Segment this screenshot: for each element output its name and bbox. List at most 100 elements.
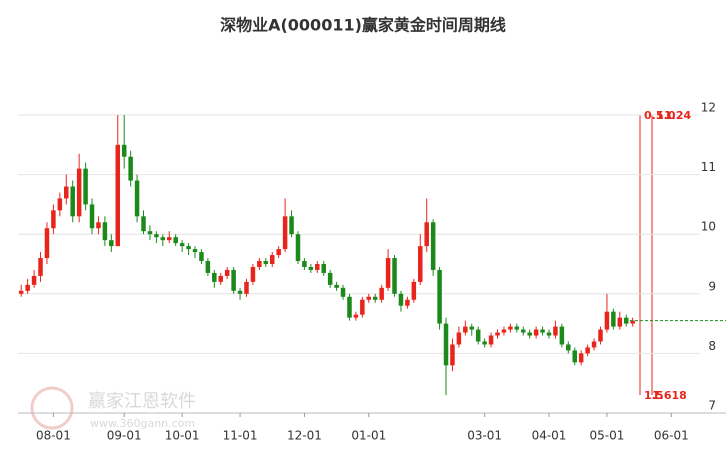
candle-body	[443, 323, 449, 366]
candle-body	[44, 228, 50, 259]
candle-body	[186, 246, 191, 250]
x-tick-label: 08-01	[36, 429, 71, 443]
watermark: 赢家江恩软件 www.360gann.com	[30, 386, 196, 430]
candle-body	[463, 326, 468, 333]
candle-body	[392, 258, 397, 294]
candle-body	[18, 290, 24, 294]
golden-label: 1.0	[656, 109, 676, 122]
candle-body	[424, 222, 429, 247]
candle-body	[115, 144, 121, 247]
candle-body	[347, 296, 352, 318]
y-tick-label: 11	[701, 160, 716, 174]
x-tick-label: 09-01	[107, 429, 142, 443]
candle-body	[263, 261, 269, 264]
golden-label: 0.5	[644, 109, 664, 122]
candle-body	[269, 255, 275, 264]
candle-body	[102, 222, 108, 241]
candle-body	[315, 264, 320, 270]
candle-body	[250, 266, 256, 282]
candle-body	[488, 335, 494, 345]
candle-body	[604, 311, 610, 330]
y-tick-label: 9	[708, 279, 716, 293]
candle-body	[128, 156, 133, 181]
candle-body	[559, 326, 565, 345]
candle-body	[154, 234, 159, 238]
watermark-logo	[30, 386, 74, 430]
candle-body	[218, 275, 223, 282]
x-tick-label: 05-01	[589, 429, 624, 443]
candle-body	[257, 261, 262, 267]
candle-body	[398, 293, 404, 306]
candle-body	[469, 326, 475, 330]
candle-body	[566, 344, 571, 351]
candle-body	[321, 264, 326, 273]
candle-body	[134, 180, 140, 217]
candle-body	[295, 234, 301, 262]
golden-label: 1.5	[644, 389, 664, 402]
candle-body	[585, 347, 590, 354]
candle-body	[276, 249, 281, 256]
candle-body	[282, 216, 288, 250]
candle-body	[160, 237, 166, 241]
x-tick-label: 06-01	[654, 429, 689, 443]
golden-label: 1.618	[652, 389, 687, 402]
x-tick-label: 10-01	[165, 429, 200, 443]
candle-body	[360, 299, 365, 315]
candle-body	[121, 144, 127, 157]
candle-body	[199, 252, 204, 262]
candle-body	[237, 290, 243, 294]
candle-body	[38, 258, 43, 276]
candle-body	[623, 317, 629, 324]
x-tick-label: 01-01	[351, 429, 386, 443]
candle-body	[51, 210, 56, 229]
candle-body	[31, 275, 37, 285]
candle-body	[308, 266, 314, 270]
candle-body	[546, 332, 552, 336]
candle-body	[147, 231, 153, 235]
candle-body	[57, 198, 63, 211]
candle-body	[327, 272, 333, 285]
candle-body	[302, 261, 307, 267]
candle-body	[289, 216, 294, 235]
candle-body	[527, 332, 532, 336]
candle-body	[418, 246, 423, 282]
x-tick-label: 03-01	[467, 429, 502, 443]
candle-body	[109, 240, 114, 247]
golden-label: 1.24	[664, 109, 691, 122]
candle-body	[25, 284, 30, 291]
candle-body	[598, 329, 603, 342]
y-tick-label: 12	[701, 101, 716, 115]
y-tick-label: 10	[701, 220, 716, 234]
candle-body	[572, 350, 577, 363]
candle-body	[372, 296, 378, 300]
x-tick-label: 12-01	[287, 429, 322, 443]
watermark-text: 赢家江恩软件	[88, 390, 196, 412]
candle-body	[540, 329, 545, 333]
candle-body	[96, 222, 101, 229]
x-tick-label: 04-01	[532, 429, 567, 443]
candle-body	[482, 341, 487, 345]
candle-body	[179, 243, 185, 247]
candle-body	[578, 353, 584, 363]
candle-body	[167, 237, 172, 241]
candle-body	[501, 329, 507, 333]
candle-body	[205, 261, 211, 273]
candle-body	[70, 186, 75, 217]
candle-body	[89, 204, 95, 229]
candle-body	[514, 326, 520, 330]
y-tick-label: 7	[708, 399, 716, 413]
candle-body	[405, 299, 410, 306]
watermark-url: www.360gann.com	[90, 417, 195, 430]
candle-body	[224, 269, 230, 276]
candle-body	[533, 329, 539, 336]
candle-body	[141, 216, 146, 232]
candle-body	[553, 326, 558, 336]
candle-body	[173, 237, 178, 244]
candle-body	[450, 344, 455, 366]
candle-body	[353, 314, 359, 318]
candle-body	[456, 332, 462, 345]
candle-body	[379, 287, 384, 300]
chart-title: 深物业A(000011)赢家黄金时间周期线	[220, 16, 506, 35]
candle-body	[244, 281, 249, 294]
